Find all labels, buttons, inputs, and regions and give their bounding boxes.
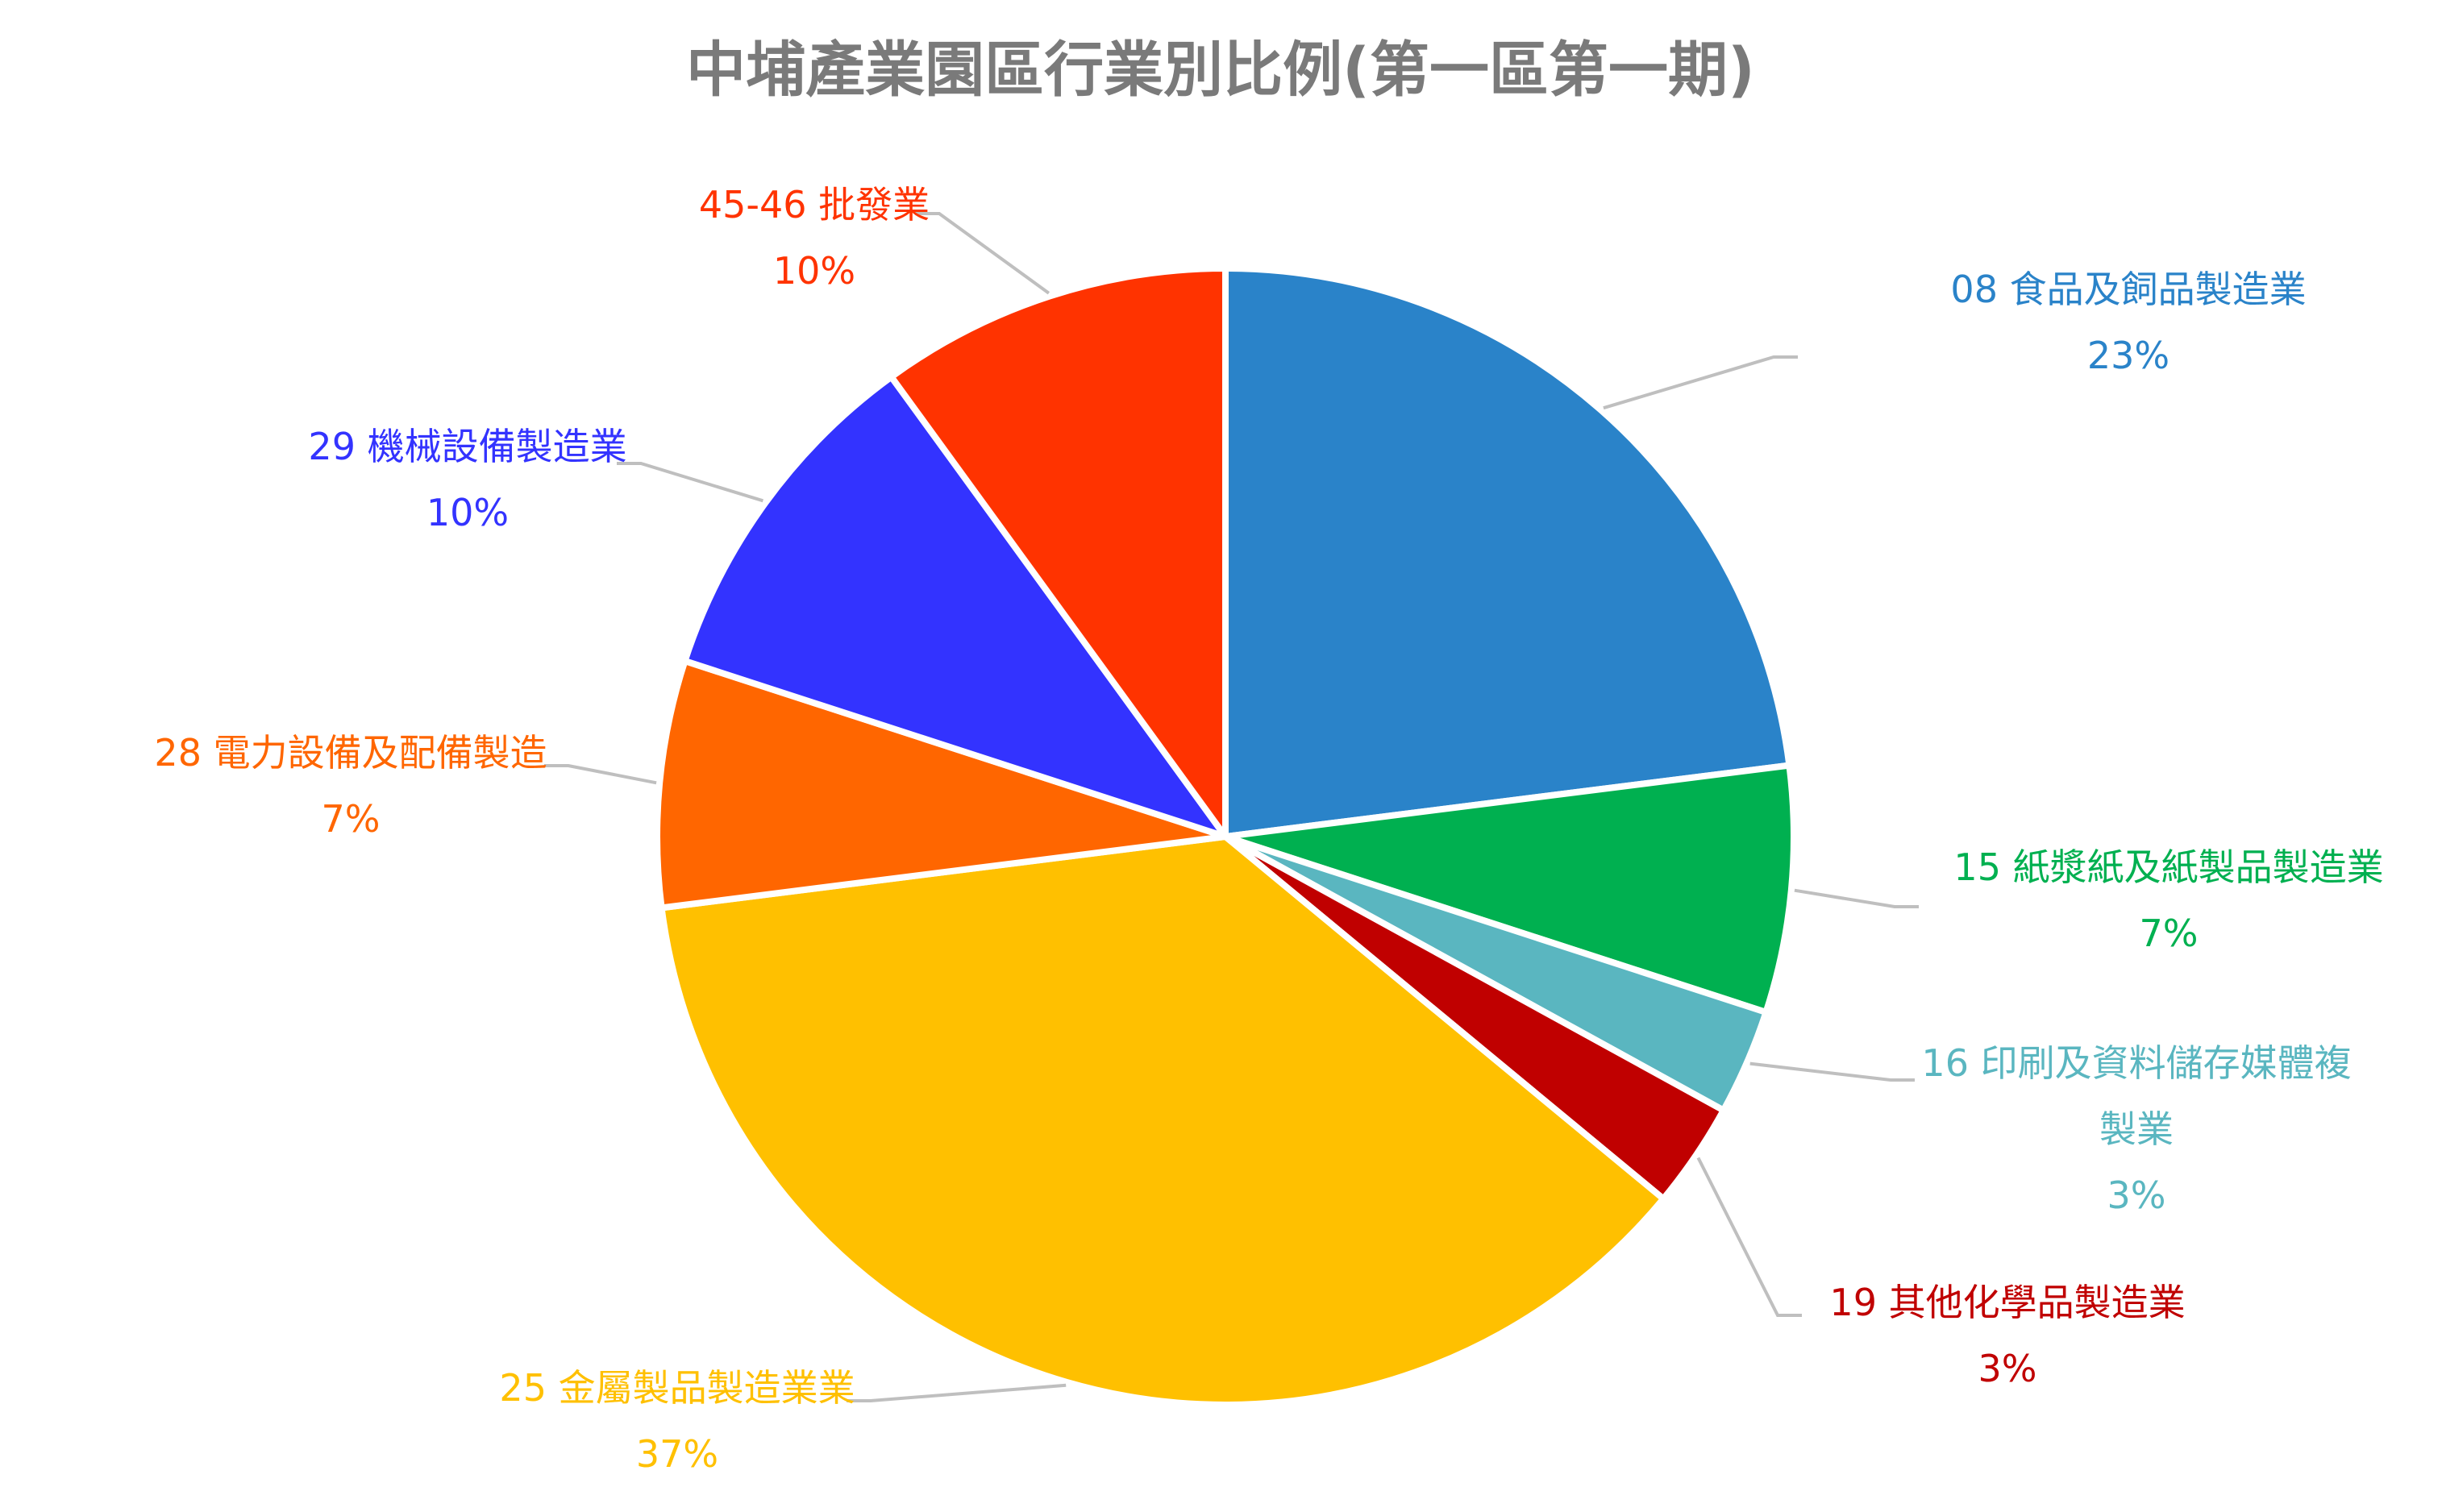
data-label-category: 製業 [2099,1107,2174,1151]
leader-line [544,764,657,785]
data-label-percent: 3% [1978,1347,2037,1390]
data-label-percent: 10% [426,491,509,534]
pie-slices [654,265,1797,1408]
data-label-category: 28 電力設備及配備製造 [154,731,547,775]
leader-line [1603,355,1798,410]
pie-slice [888,265,1229,840]
leader-line [617,462,763,503]
data-label-percent: 7% [322,797,381,841]
leader-line [1794,888,1919,908]
data-label-category: 29 機械設備製造業 [308,425,626,468]
leader-line [1749,1061,1915,1082]
chart-title: 中埔產業園區行業別比例(第一區第一期) [686,35,1755,105]
pie-slice [681,373,1229,840]
leader-lines [544,212,1919,1402]
data-label-percent: 37% [636,1432,718,1476]
data-labels: 08 食品及飼品製造業 23% 15 紙漿紙及紙製品製造業 7% 16 印刷及資料儲存媒… [154,183,2383,1476]
data-label-category: 08 食品及飼品製造業 [1950,268,2306,311]
pie-slice [1222,762,1797,1016]
data-label-percent: 7% [2140,912,2199,955]
pie-slice [658,833,1667,1408]
data-label-percent: 3% [2107,1173,2166,1217]
data-label-percent: 10% [773,249,855,293]
leader-line [915,212,1050,295]
data-label-category: 25 金屬製品製造業業 [499,1366,855,1410]
data-label-category: 45-46 批發業 [699,183,930,226]
leader-line [1696,1157,1802,1317]
pie-slice [1222,265,1793,840]
leader-line [847,1383,1067,1402]
data-label-category: 15 紙漿紙及紙製品製造業 [1953,845,2383,889]
data-label-category: 19 其他化學品製造業 [1829,1281,2185,1324]
data-label-percent: 23% [2087,334,2170,377]
pie-slice [654,658,1229,912]
data-label-category: 16 印刷及資料儲存媒體複 [1921,1041,2351,1085]
